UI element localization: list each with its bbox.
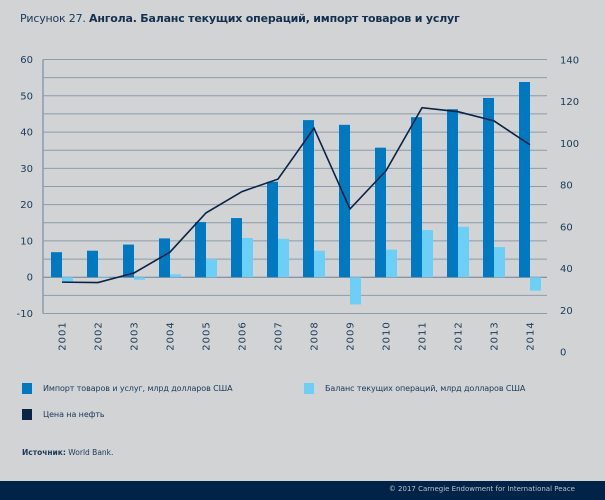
left-tick-label: -10 <box>17 309 33 320</box>
right-tick-label: 40 <box>560 264 573 275</box>
chart-title: Рисунок 27. Ангола. Баланс текущих опера… <box>20 12 460 25</box>
bar-imports <box>411 117 422 278</box>
legend-item-balance: Баланс текущих операций, млрд долларов С… <box>304 383 525 394</box>
bar-imports <box>87 250 98 278</box>
left-tick-label: 50 <box>20 91 33 102</box>
bar-imports <box>159 238 170 278</box>
x-tick-label: 2002 <box>94 321 105 350</box>
x-tick-label: 2003 <box>130 321 141 350</box>
x-tick-label: 2004 <box>166 321 177 350</box>
bar-balance <box>62 277 73 282</box>
left-tick-label: 10 <box>20 236 33 247</box>
bar-balance <box>386 249 397 278</box>
oil-price-line <box>61 106 531 284</box>
bar-balance <box>278 238 289 278</box>
right-tick-label: 120 <box>560 97 579 108</box>
bar-imports <box>519 81 530 278</box>
x-tick-label: 2008 <box>310 321 321 350</box>
legend-item-oil: Цена на нефть <box>22 409 105 420</box>
x-tick-label: 2007 <box>274 321 285 350</box>
left-axis-ticks: 60 50 40 30 20 10 0 -10 <box>17 55 33 320</box>
x-tick-label: 2010 <box>382 321 393 350</box>
left-tick-label: 0 <box>27 273 33 284</box>
legend-label-imports: Импорт товаров и услуг, млрд долларов СШ… <box>43 384 233 393</box>
x-tick-label: 2011 <box>418 321 429 350</box>
bar-balance <box>98 276 109 278</box>
bar-balance <box>134 277 145 280</box>
legend-label-balance: Баланс текущих операций, млрд долларов С… <box>325 384 526 393</box>
x-axis-labels: 2001 2002 2003 2004 2005 2006 2007 2008 2009 2010… <box>58 321 537 350</box>
x-tick-label: 2009 <box>346 321 357 350</box>
copyright: © 2017 Carnegie Endowment for Internatio… <box>388 485 575 493</box>
bar-balance <box>422 230 433 278</box>
bar-balance <box>458 226 469 278</box>
bar-balance <box>242 238 253 278</box>
source-label: Источник: <box>22 448 66 457</box>
figure-number: Рисунок 27. <box>20 12 86 25</box>
legend-swatch-balance <box>304 383 314 394</box>
right-tick-label: 0 <box>560 348 566 359</box>
bar-balance <box>350 277 361 305</box>
right-tick-label: 20 <box>560 306 573 317</box>
x-tick-label: 2013 <box>490 321 501 350</box>
left-tick-label: 20 <box>20 200 33 211</box>
bar-imports <box>483 97 494 278</box>
bar-balance <box>530 277 541 291</box>
right-tick-label: 80 <box>560 181 573 192</box>
source-note: Источник: World Bank. <box>22 448 113 457</box>
right-tick-label: 140 <box>560 56 579 67</box>
x-tick-label: 2014 <box>526 321 537 350</box>
x-tick-label: 2012 <box>454 321 465 350</box>
left-tick-label: 60 <box>20 55 33 66</box>
right-axis-ticks: 140 120 100 80 60 40 20 0 <box>560 56 579 359</box>
bar-imports <box>123 244 134 278</box>
bar-balance <box>170 274 181 278</box>
figure-title: Ангола. Баланс текущих операций, импорт … <box>89 12 460 25</box>
bar-imports <box>447 109 458 278</box>
x-tick-label: 2006 <box>238 321 249 350</box>
bar-balance <box>314 250 325 278</box>
bar-balance <box>494 247 505 278</box>
bar-imports <box>375 147 386 278</box>
gridlines <box>43 59 547 314</box>
legend-item-imports: Импорт товаров и услуг, млрд долларов СШ… <box>22 383 233 394</box>
bar-imports <box>303 120 314 278</box>
bar-imports <box>267 181 278 278</box>
bars <box>51 81 541 305</box>
x-tick-label: 2001 <box>58 321 69 350</box>
bar-imports <box>339 124 350 278</box>
right-tick-label: 100 <box>560 139 579 150</box>
bar-balance <box>206 259 217 278</box>
oil-price-line-group <box>61 106 531 284</box>
bar-imports <box>195 222 206 278</box>
legend-swatch-imports <box>22 383 32 394</box>
footer-bar: © 2017 Carnegie Endowment for Internatio… <box>0 481 605 500</box>
bar-imports <box>51 252 62 278</box>
right-tick-label: 60 <box>560 222 573 233</box>
bar-imports <box>231 218 242 278</box>
left-tick-label: 30 <box>20 164 33 175</box>
source-value: World Bank. <box>68 448 114 457</box>
legend-swatch-oil <box>22 409 32 420</box>
left-tick-label: 40 <box>20 128 33 139</box>
legend-label-oil: Цена на нефть <box>43 410 105 419</box>
x-tick-label: 2005 <box>202 321 213 350</box>
